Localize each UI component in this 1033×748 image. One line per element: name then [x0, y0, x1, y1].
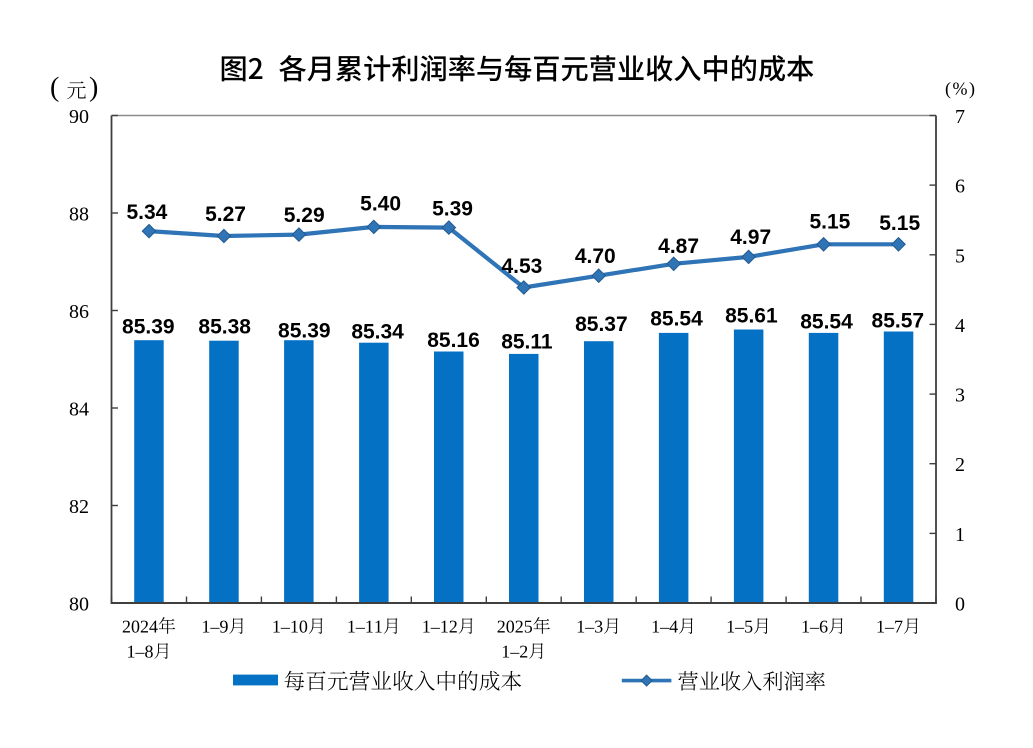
svg-text:3: 3	[955, 385, 965, 407]
svg-text:5.15: 5.15	[879, 212, 920, 235]
svg-text:6: 6	[955, 176, 965, 198]
svg-text:5.27: 5.27	[205, 203, 246, 226]
svg-text:85.61: 85.61	[725, 305, 778, 328]
svg-text:85.57: 85.57	[872, 310, 925, 333]
svg-text:7: 7	[955, 106, 965, 128]
svg-text:4.87: 4.87	[658, 235, 699, 258]
svg-text:85.34: 85.34	[351, 321, 404, 344]
svg-text:5.15: 5.15	[809, 211, 850, 234]
svg-text:85.39: 85.39	[278, 319, 331, 342]
svg-text:5: 5	[955, 245, 965, 267]
svg-text:5.34: 5.34	[126, 201, 167, 224]
svg-text:85.11: 85.11	[501, 330, 553, 353]
svg-text:2: 2	[955, 454, 965, 476]
svg-text:85.54: 85.54	[800, 310, 853, 333]
svg-text:80: 80	[69, 594, 89, 616]
svg-text:5.40: 5.40	[360, 193, 401, 216]
svg-text:85.16: 85.16	[427, 329, 480, 352]
svg-text:84: 84	[69, 399, 89, 421]
svg-text:4: 4	[955, 315, 965, 337]
svg-text:85.54: 85.54	[650, 307, 703, 330]
svg-text:4.53: 4.53	[501, 255, 542, 278]
svg-text:0: 0	[955, 594, 965, 616]
svg-text:1: 1	[955, 524, 965, 546]
svg-text:85.39: 85.39	[122, 316, 175, 339]
svg-text:5.29: 5.29	[284, 204, 325, 227]
svg-text:88: 88	[69, 204, 89, 226]
svg-text:4.70: 4.70	[575, 245, 616, 268]
svg-text:86: 86	[69, 301, 89, 323]
svg-text:5.39: 5.39	[432, 198, 473, 221]
svg-text:85.38: 85.38	[198, 316, 251, 339]
svg-text:85.37: 85.37	[575, 313, 628, 336]
svg-text:90: 90	[69, 106, 89, 128]
svg-text:82: 82	[69, 496, 89, 518]
svg-text:4.97: 4.97	[730, 226, 771, 249]
